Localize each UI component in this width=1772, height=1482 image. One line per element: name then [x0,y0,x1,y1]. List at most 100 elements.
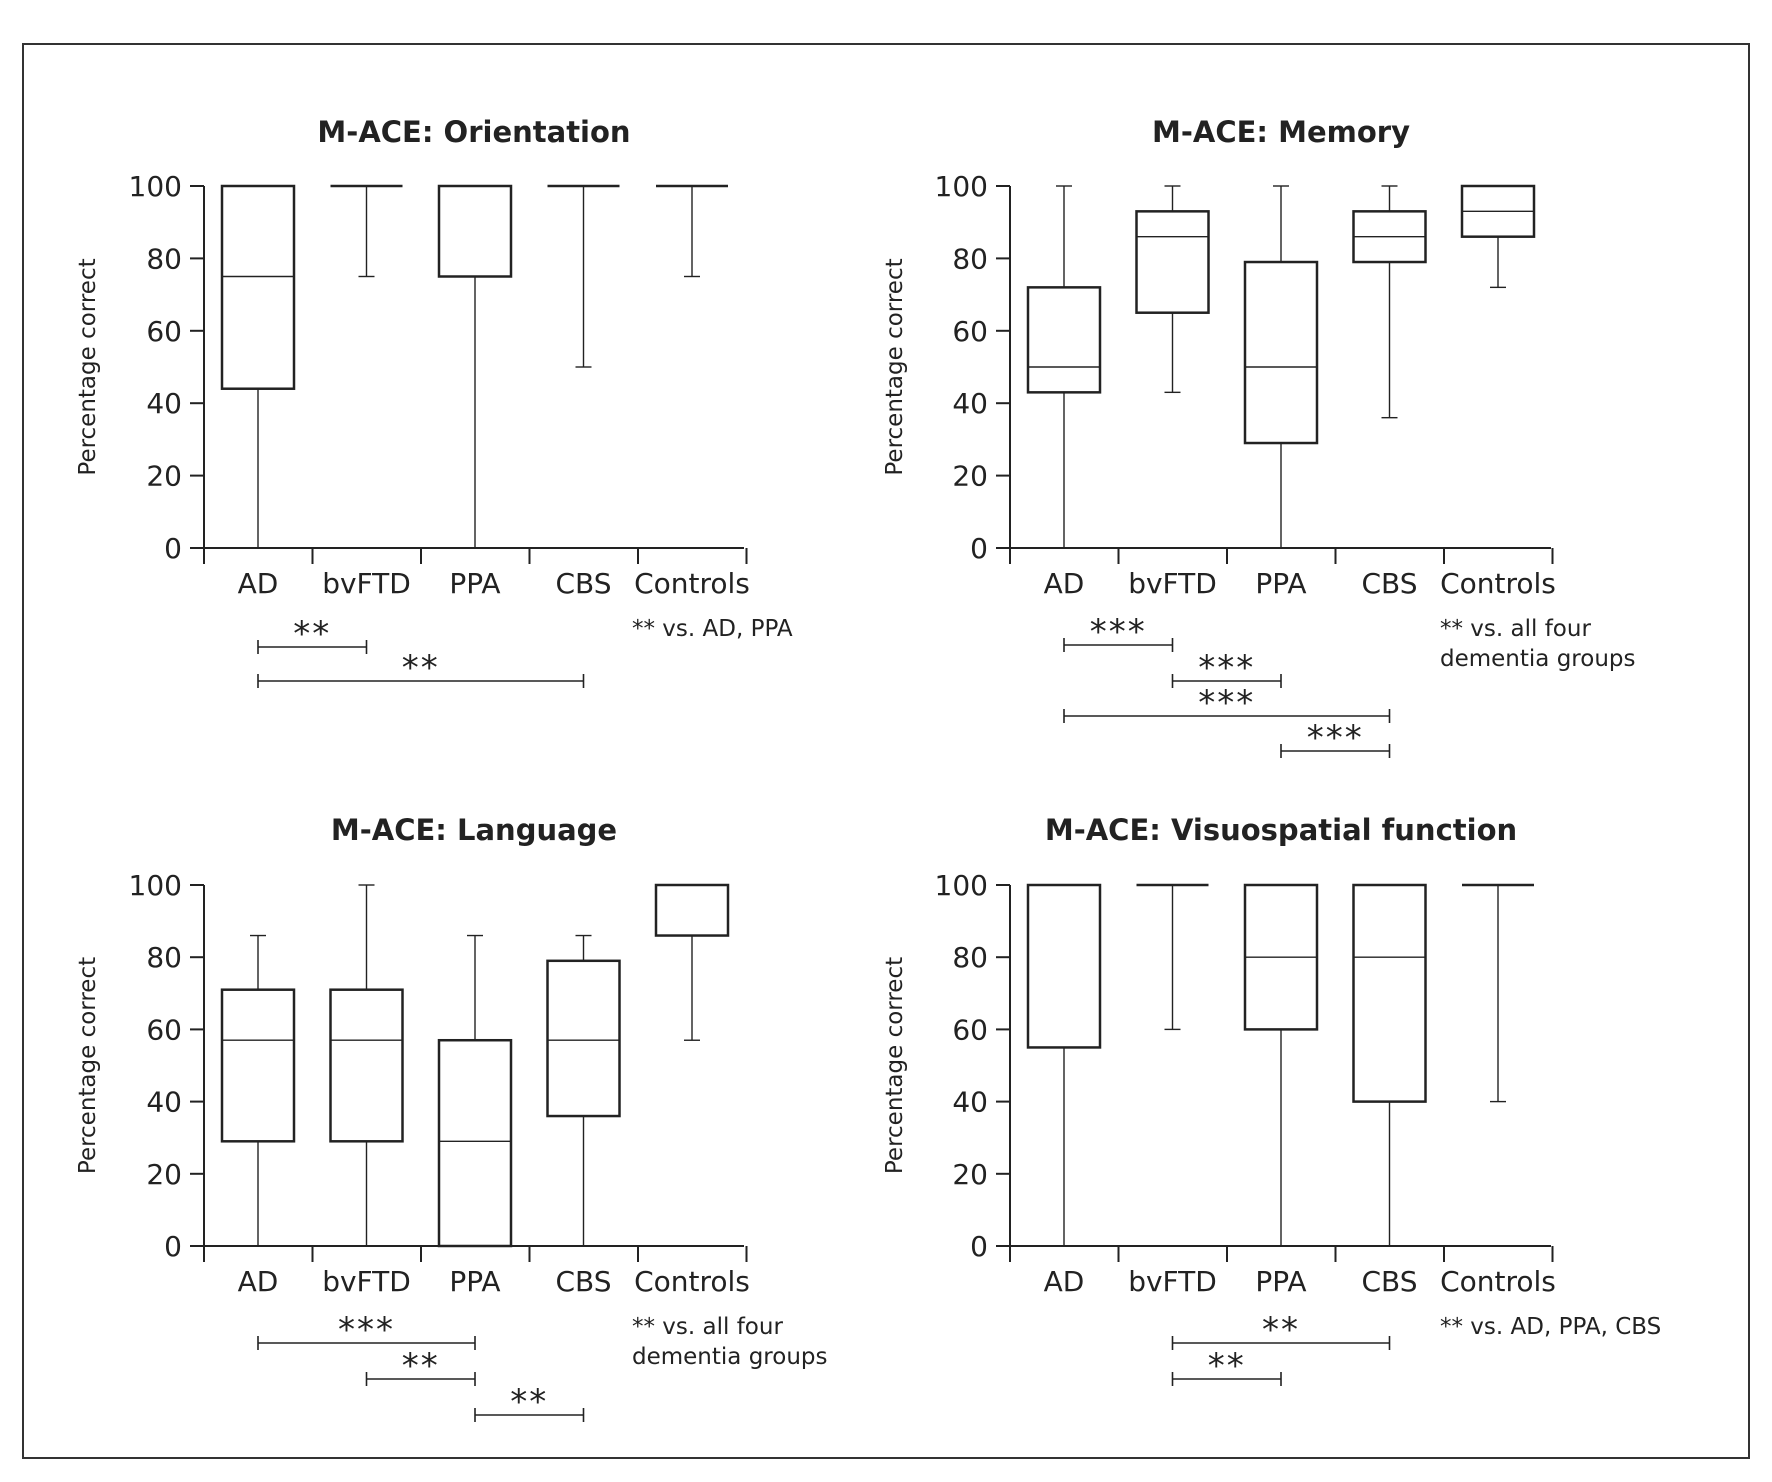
x-tick-label: CBS [1361,567,1417,600]
x-tick-label: Controls [1440,1265,1556,1298]
y-tick-label: 40 [952,1086,988,1119]
significance-bracket: ** [1171,1346,1282,1386]
box-rect [437,184,513,278]
panel-note: ** vs. all four [1440,616,1591,642]
x-tick-label: bvFTD [322,567,411,600]
box-AD [1026,185,1102,549]
box-PPA [437,184,513,549]
x-tick-label: AD [1044,1265,1085,1298]
y-tick-label: 0 [164,532,182,565]
y-tick-label: 20 [146,1158,182,1191]
y-tick-label: 60 [146,315,182,348]
panel-2: M-ACE: Memory Percentage correct 0 20 40 60 80… [882,115,1635,758]
y-tick-label: 100 [935,170,988,203]
x-tick-label: bvFTD [322,1265,411,1298]
y-tick-label: 20 [952,460,988,493]
panel-title: M-ACE: Orientation [317,115,630,149]
panel-title: M-ACE: Visuospatial function [1045,813,1517,847]
x-tick-label: CBS [555,1265,611,1298]
box-AD [1026,883,1102,1247]
box-AD [220,184,296,549]
x-tick-label: Controls [634,567,750,600]
significance-bracket: ** [474,1382,585,1422]
y-tick-label: 0 [970,1230,988,1263]
panel-note: dementia groups [1440,646,1635,672]
panel-note: ** vs. all four [632,1314,783,1340]
box-rect [220,988,296,1143]
significance-bracket: *** [1063,612,1174,652]
y-tick-label: 80 [952,941,988,974]
y-tick-label: 0 [164,1230,182,1263]
significance-bracket: ** [365,1346,476,1386]
y-tick-label: 40 [952,387,988,420]
box-CBS [546,934,621,1247]
significance-bracket: *** [1063,683,1391,723]
x-tick-label: CBS [555,567,611,600]
box-rect [220,184,296,390]
y-axis-label: Percentage correct [75,957,101,1174]
significance-label: ** [293,614,331,654]
x-tick-label: CBS [1361,1265,1417,1298]
box-CBS [547,184,620,368]
y-tick-label: 0 [970,532,988,565]
significance-label: ** [1262,1310,1300,1350]
y-tick-label: 60 [952,315,988,348]
significance-label: *** [1198,683,1255,723]
x-tick-label: bvFTD [1128,567,1217,600]
y-tick-label: 20 [952,1158,988,1191]
x-tick-label: PPA [1255,1265,1306,1298]
y-tick-label: 80 [146,941,182,974]
y-axis-label: Percentage correct [882,957,908,1174]
y-tick-label: 20 [146,460,182,493]
panel-title: M-ACE: Language [331,813,617,847]
significance-label: *** [1198,648,1255,688]
figure-frame [22,43,1750,1459]
y-tick-label: 40 [146,1086,182,1119]
significance-label: *** [1090,612,1147,652]
y-tick-label: 100 [935,869,988,902]
box-bvFTD [330,184,403,278]
y-axis-label: Percentage correct [882,258,908,475]
box-Controls [656,184,728,278]
y-tick-label: 40 [146,387,182,420]
box-rect [1352,883,1427,1103]
box-AD [220,934,296,1247]
box-PPA [437,934,513,1248]
significance-label: ** [402,648,440,688]
x-tick-label: AD [1044,567,1085,600]
y-tick-label: 80 [146,242,182,275]
box-bvFTD [1135,185,1210,394]
panel-title: M-ACE: Memory [1152,115,1410,149]
x-tick-label: bvFTD [1128,1265,1217,1298]
y-tick-label: 80 [952,242,988,275]
box-Controls [1460,184,1536,289]
x-tick-label: PPA [449,567,500,600]
y-axis-label: Percentage correct [75,258,101,475]
y-tick-label: 100 [129,869,182,902]
significance-label: ** [402,1346,440,1386]
panel-4: M-ACE: Visuospatial function Percentage c… [882,813,1661,1386]
box-rect [1135,210,1210,314]
box-rect [1243,260,1319,445]
box-PPA [1243,883,1319,1247]
box-rect [1026,883,1102,1049]
x-tick-label: AD [238,1265,279,1298]
x-tick-label: PPA [449,1265,500,1298]
y-tick-label: 60 [146,1013,182,1046]
y-tick-label: 60 [952,1013,988,1046]
box-rect [329,988,404,1143]
significance-bracket: *** [1280,718,1391,758]
box-bvFTD [1136,883,1209,1031]
significance-label: ** [510,1382,548,1422]
significance-label: *** [338,1310,395,1350]
panel-note: ** vs. AD, PPA, CBS [1440,1314,1661,1340]
box-CBS [1352,185,1427,419]
x-tick-label: Controls [1440,567,1556,600]
panel-note: dementia groups [632,1344,827,1370]
significance-bracket: *** [257,1310,476,1350]
box-bvFTD [329,884,404,1247]
box-CBS [1352,883,1427,1247]
panel-note: ** vs. AD, PPA [632,616,793,642]
panel-1: M-ACE: Orientation Percentage correct 0 20 4… [75,115,793,688]
